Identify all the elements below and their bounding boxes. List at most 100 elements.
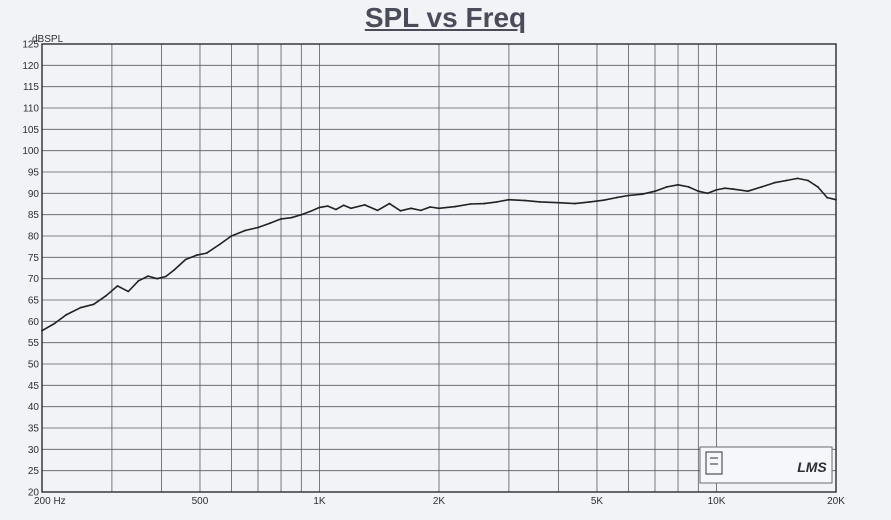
spl-data-point	[574, 202, 576, 205]
x-tick-label: 200 Hz	[34, 496, 66, 507]
spl-data-point	[760, 186, 763, 188]
spl-series-line	[41, 177, 837, 332]
x-tick-label: 500	[192, 496, 209, 507]
spl-data-point	[280, 218, 282, 220]
y-tick-label: 35	[28, 424, 40, 435]
spl-data-point	[557, 201, 560, 204]
y-axis-label: dBSPL	[32, 34, 64, 45]
spl-data-point	[335, 208, 337, 211]
spl-data-point	[835, 198, 837, 201]
spl-data-point	[826, 196, 829, 199]
spl-data-point	[697, 190, 700, 193]
spl-data-point	[363, 203, 366, 206]
spl-data-point	[290, 216, 293, 219]
spl-data-point	[327, 205, 329, 208]
spl-data-point	[429, 206, 432, 208]
y-tick-label: 85	[28, 210, 40, 221]
y-tick-label: 30	[28, 445, 40, 456]
y-tick-label: 50	[28, 360, 40, 371]
spl-data-point	[677, 183, 679, 186]
spl-data-point	[469, 203, 472, 205]
spl-data-point	[147, 275, 149, 278]
spl-data-point	[218, 243, 221, 246]
y-tick-label: 65	[28, 296, 40, 307]
x-tick-label: 20K	[827, 496, 845, 507]
spl-data-point	[388, 202, 391, 205]
spl-data-point	[747, 190, 749, 193]
spl-data-point	[807, 179, 809, 182]
y-tick-label: 60	[28, 317, 40, 328]
y-tick-label: 125	[22, 40, 39, 51]
spl-data-point	[715, 189, 718, 191]
logo-emblem	[705, 451, 723, 475]
spl-data-point	[300, 213, 303, 216]
spl-data-point	[627, 194, 630, 197]
spl-data-point	[615, 196, 618, 199]
spl-data-point	[706, 192, 709, 195]
y-tick-label: 95	[28, 168, 40, 179]
x-tick-label: 10K	[708, 496, 726, 507]
spl-data-point	[732, 188, 734, 190]
x-tick-label: 5K	[591, 496, 604, 507]
y-tick-label: 45	[28, 381, 40, 392]
spl-data-point	[665, 186, 668, 188]
spl-data-point	[687, 186, 690, 188]
y-tick-label: 55	[28, 338, 40, 349]
spl-data-point	[65, 314, 67, 316]
y-tick-label: 80	[28, 232, 40, 243]
spl-data-point	[641, 193, 644, 196]
y-tick-label: 100	[22, 146, 39, 157]
y-tick-label: 40	[28, 402, 40, 413]
spl-data-point	[496, 200, 498, 203]
spl-data-point	[127, 290, 130, 293]
spl-data-point	[137, 279, 140, 282]
spl-data-point	[173, 269, 175, 272]
spl-data-point	[654, 190, 656, 193]
spl-data-point	[410, 207, 412, 210]
y-tick-label: 20	[28, 488, 40, 499]
spl-data-point	[399, 209, 402, 212]
spl-data-point	[342, 204, 345, 207]
spl-data-point	[244, 229, 247, 232]
spl-data-point	[785, 179, 788, 182]
spl-data-point	[205, 252, 208, 254]
y-tick-label: 70	[28, 274, 40, 285]
x-tick-label: 2K	[433, 496, 446, 507]
y-tick-label: 25	[28, 466, 40, 477]
spl-data-point	[602, 199, 605, 202]
spl-data-point	[164, 275, 167, 278]
spl-data-point	[539, 200, 542, 203]
spl-data-point	[257, 226, 259, 229]
spl-data-point	[79, 306, 82, 309]
y-tick-label: 110	[23, 104, 39, 115]
x-tick-label: 1K	[313, 496, 326, 507]
spl-data-point	[116, 285, 119, 287]
spl-data-point	[53, 322, 56, 325]
y-tick-label: 115	[23, 82, 39, 93]
spl-data-point	[419, 209, 422, 212]
spl-data-point	[156, 277, 159, 280]
lms-logo: LMS	[699, 446, 833, 484]
spl-data-point	[268, 222, 271, 225]
logo-text: LMS	[797, 459, 827, 475]
spl-data-point	[816, 186, 819, 188]
spl-data-point	[376, 209, 379, 212]
spl-data-point	[230, 235, 233, 237]
spl-data-point	[195, 254, 198, 257]
y-tick-label: 75	[28, 253, 40, 264]
spl-data-point	[796, 177, 799, 180]
spl-data-point	[508, 198, 510, 201]
spl-data-point	[483, 202, 486, 205]
y-tick-label: 105	[22, 125, 39, 136]
spl-data-point	[524, 199, 527, 202]
spl-data-point	[773, 181, 776, 184]
spl-data-point	[184, 258, 187, 261]
spl-data-point	[92, 303, 95, 306]
spl-data-point	[589, 200, 591, 203]
spl-data-point	[318, 206, 321, 209]
spl-data-point	[41, 329, 43, 332]
spl-data-point	[724, 187, 726, 190]
y-tick-label: 120	[22, 61, 39, 72]
